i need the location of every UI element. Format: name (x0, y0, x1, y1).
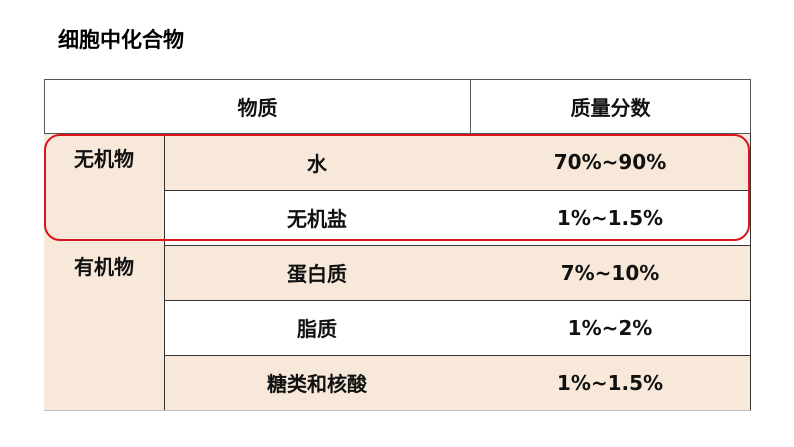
divider (164, 300, 750, 301)
table-row-fraction: 1%~1.5% (470, 190, 750, 245)
divider (164, 190, 750, 191)
divider (164, 355, 750, 356)
page-title: 细胞中化合物 (58, 28, 184, 52)
table-row-substance: 水 (164, 134, 470, 190)
table-row-fraction: 1%~1.5% (470, 355, 750, 410)
table-row-substance: 蛋白质 (164, 245, 470, 300)
divider (164, 245, 750, 246)
divider (44, 410, 751, 411)
group-inorganic: 无机物 (74, 146, 134, 171)
table-row-substance: 糖类和核酸 (164, 355, 470, 410)
table-row-substance: 脂质 (164, 300, 470, 355)
table-row-fraction: 70%~90% (470, 134, 750, 190)
divider (750, 134, 751, 410)
table-row-fraction: 7%~10% (470, 245, 750, 300)
table-row-fraction: 1%~2% (470, 300, 750, 355)
divider (164, 134, 165, 410)
group-organic: 有机物 (74, 254, 134, 279)
header-fraction: 质量分数 (470, 79, 751, 134)
header-substance: 物质 (44, 79, 470, 134)
table-row-substance: 无机盐 (164, 190, 470, 245)
